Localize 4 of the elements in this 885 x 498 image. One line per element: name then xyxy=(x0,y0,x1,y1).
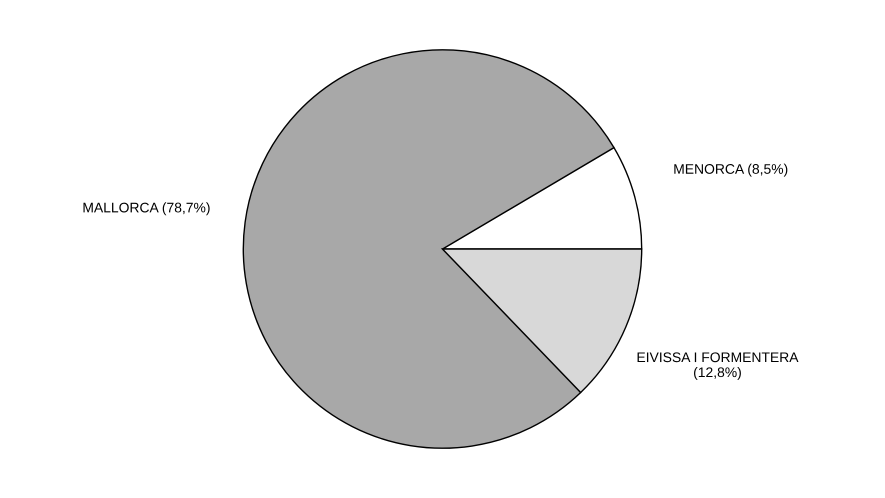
slice-label: MALLORCA (78,7%) xyxy=(83,202,210,216)
slice-label: EIVISSA I FORMENTERA xyxy=(638,352,798,362)
data-label: (12,8%) xyxy=(694,366,741,380)
slice-label: MENORCA (8,5%) xyxy=(674,164,788,177)
